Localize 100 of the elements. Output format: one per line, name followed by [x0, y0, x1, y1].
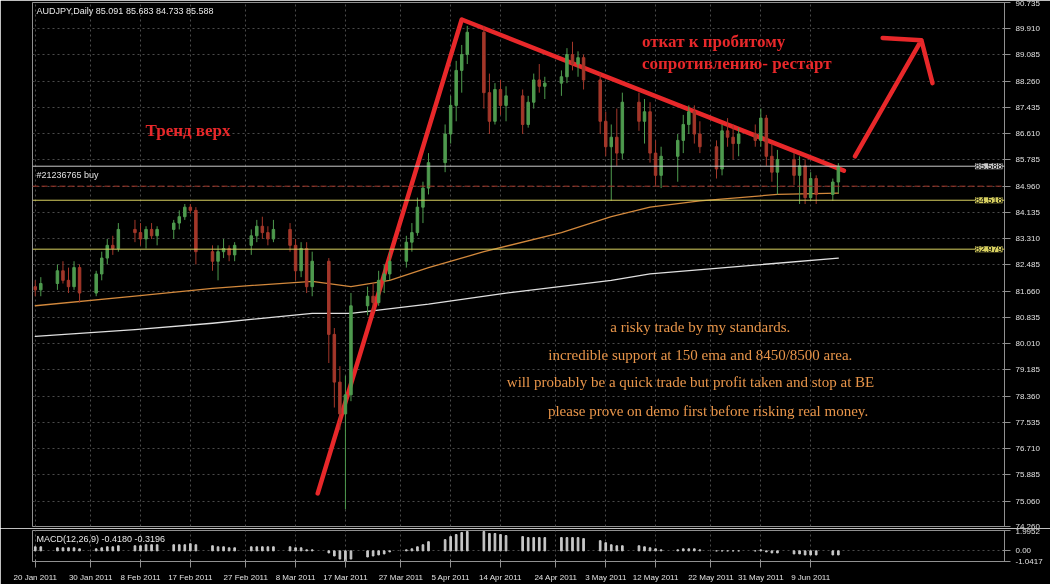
x-tick-label: 20 Jan 2011 — [13, 572, 58, 582]
candlestick — [559, 69, 564, 97]
candlestick — [288, 222, 292, 253]
annotation: Тренд верх — [145, 121, 232, 141]
candlestick — [537, 63, 542, 94]
x-tick-label: 27 Mar 2011 — [378, 572, 424, 582]
annotation: сопротивлению- рестарт — [641, 54, 833, 74]
candlestick — [615, 108, 619, 167]
candlestick — [421, 181, 425, 224]
x-tick-label: 17 Mar 2011 — [323, 572, 369, 582]
x-tick-label: 3 May 2011 — [585, 572, 627, 582]
candlestick — [759, 108, 763, 148]
ref-line-label: 85.588 — [974, 161, 1003, 172]
candlestick — [387, 251, 392, 281]
annotation: will probably be a quick trade but profit taken and stop at BE — [506, 374, 875, 391]
candlestick — [171, 219, 176, 240]
candlestick — [836, 162, 841, 194]
candlestick — [260, 216, 265, 240]
x-tick-label: 14 Apr 2011 — [479, 572, 523, 582]
candlestick — [249, 228, 254, 256]
chart-title: AUDJPY,Daily 85.091 85.683 84.733 85.588 — [36, 5, 214, 16]
candlestick — [299, 241, 303, 278]
candlestick — [266, 225, 270, 246]
candlestick — [99, 251, 104, 281]
candlestick — [637, 92, 641, 132]
candlestick — [39, 276, 43, 297]
x-tick-label: 8 Mar 2011 — [275, 572, 317, 582]
candlestick — [831, 178, 835, 202]
y-tick-label: 85.785 — [1015, 155, 1041, 165]
x-tick-label: 17 Feb 2011 — [168, 572, 214, 582]
y-tick-label: 77.535 — [1015, 417, 1041, 427]
x-tick-label: 31 May 2011 — [737, 572, 785, 582]
y-tick-label: 75.060 — [1015, 496, 1041, 506]
candlestick — [133, 219, 137, 243]
x-tick-label: 24 Apr 2011 — [534, 572, 578, 582]
y-tick-label: 80.010 — [1015, 339, 1041, 349]
x-tick-label: 8 Feb 2011 — [120, 572, 161, 582]
candlestick — [371, 283, 375, 313]
y-tick-label: 89.910 — [1015, 24, 1041, 34]
ref-line-label: 84.518 — [974, 195, 1003, 206]
ref-line-label: 82.979 — [974, 244, 1003, 255]
y-tick-label: 87.435 — [1015, 102, 1041, 112]
candlestick — [526, 95, 530, 129]
ref-line-label: #21236765 buy — [36, 170, 100, 181]
candlestick — [404, 235, 409, 269]
x-tick-label: 30 Jan 2011 — [68, 572, 113, 582]
line-series — [34, 192, 839, 307]
candlestick — [116, 222, 121, 253]
candlestick — [504, 85, 508, 122]
x-tick-label: 27 Feb 2011 — [223, 572, 269, 582]
candlestick — [725, 117, 730, 148]
candlestick — [144, 225, 148, 250]
y-tick-label: 86.610 — [1015, 129, 1041, 139]
candlestick — [609, 123, 614, 202]
candlestick — [770, 143, 774, 183]
candlestick — [731, 123, 735, 160]
candlestick — [576, 50, 580, 78]
x-tick-label: 5 Apr 2011 — [431, 572, 471, 582]
candlestick — [531, 73, 536, 110]
candlestick — [698, 120, 702, 154]
annotation: откат к пробитому — [641, 32, 786, 52]
candlestick — [343, 375, 348, 510]
candlestick — [94, 270, 98, 297]
annotation: incredible support at 150 ema and 8450/8500 area. — [548, 346, 853, 363]
x-tick-label: 12 May 2011 — [632, 572, 679, 582]
candlestick — [808, 171, 813, 202]
candlestick — [565, 47, 569, 84]
x-tick-label: 9 Jun 2011 — [791, 572, 831, 582]
candlestick — [72, 260, 76, 291]
y-tick-label: 81.660 — [1015, 286, 1041, 296]
candlestick — [111, 235, 115, 256]
annotation: please prove on demo first before risking real money. — [547, 403, 869, 420]
line-series — [852, 35, 935, 159]
candlestick — [210, 244, 215, 272]
candlestick — [105, 238, 110, 265]
y-tick-label: 84.135 — [1015, 207, 1041, 217]
candlestick — [138, 222, 143, 246]
candlestick — [177, 209, 182, 230]
candlestick — [736, 127, 741, 157]
y-tick-label: 0.00 — [1015, 546, 1032, 556]
candlestick — [642, 98, 647, 145]
y-tick-label: 80.835 — [1015, 312, 1041, 322]
y-tick-label: -1.0417 — [1015, 557, 1044, 566]
candlestick — [687, 104, 691, 135]
y-tick-label: 83.310 — [1015, 234, 1041, 244]
candlestick — [271, 219, 276, 243]
y-tick-label: 79.185 — [1015, 365, 1041, 375]
y-tick-label: 82.485 — [1015, 260, 1041, 270]
candlestick — [61, 260, 65, 284]
x-tick-label: 22 May 2011 — [688, 572, 735, 582]
candlestick — [570, 41, 575, 71]
chart-title: MACD(12,26,9) -0.4180 -0.3196 — [36, 533, 166, 544]
candlestick — [753, 123, 758, 148]
line-series — [34, 257, 839, 337]
candlestick — [410, 222, 414, 253]
y-tick-label: 78.360 — [1015, 391, 1041, 401]
candlestick — [543, 76, 547, 100]
annotation: a risky trade by my standards. — [610, 318, 791, 335]
candlestick — [155, 225, 159, 246]
candlestick — [659, 146, 663, 189]
